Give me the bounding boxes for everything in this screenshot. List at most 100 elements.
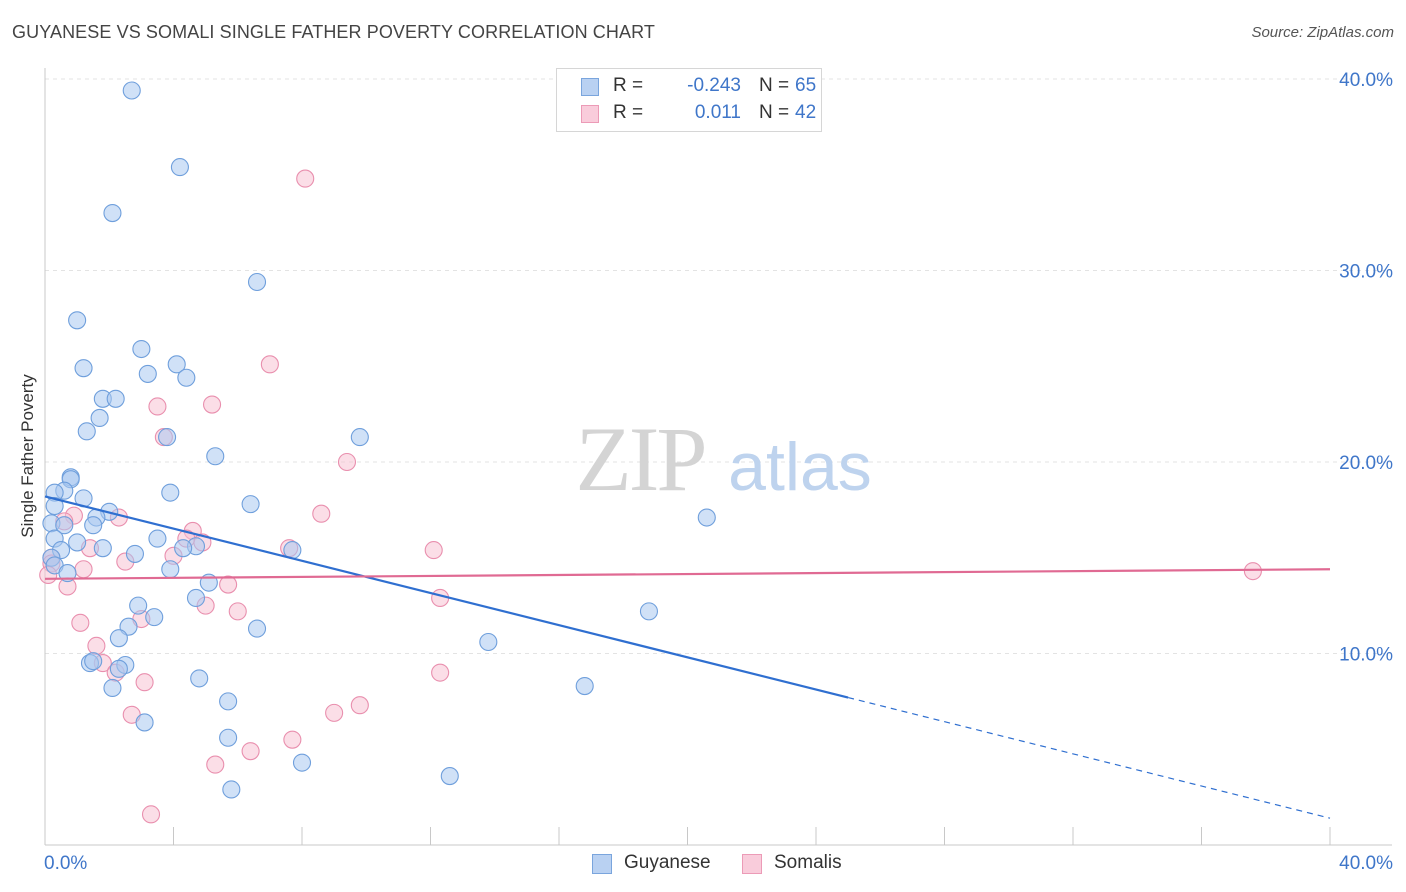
guyanese-point (247, 619, 267, 638)
guyanese-point (219, 728, 238, 747)
guyanese-trend-line (44, 495, 849, 699)
guyanese-point (186, 588, 206, 608)
somali-point (74, 560, 93, 579)
y-tick-label: 20.0% (1339, 453, 1393, 474)
guyanese-point (158, 428, 177, 447)
guyanese-point (222, 780, 241, 799)
legend-label: Somalis (774, 852, 842, 873)
guyanese-point (68, 533, 87, 552)
guyanese-point (103, 678, 122, 698)
guyanese-point (206, 447, 225, 466)
guyanese-point (103, 204, 122, 223)
guyanese-swatch (592, 854, 612, 874)
somali-point (312, 504, 331, 523)
guyanese-point (135, 713, 154, 732)
guyanese-point (132, 339, 151, 359)
guyanese-point (45, 496, 64, 516)
chart-title: GUYANESE VS SOMALI SINGLE FATHER POVERTY… (12, 22, 655, 42)
x-tick-label-max: 40.0% (1339, 853, 1393, 874)
n-label: N = (759, 102, 790, 123)
guyanese-point (177, 368, 196, 387)
r-label: R = (613, 102, 644, 123)
somali-point (1243, 562, 1262, 581)
r-value: -0.243 (687, 75, 741, 96)
somali-point (206, 755, 225, 774)
guyanese-point (93, 539, 112, 558)
y-tick-label: 30.0% (1339, 262, 1393, 283)
guyanese-point (219, 692, 238, 711)
guyanese-point (109, 659, 128, 678)
watermark-atlas: atlas (728, 429, 872, 505)
y-tick-label: 40.0% (1339, 70, 1393, 91)
somali-point (219, 575, 238, 594)
guyanese-point (174, 539, 193, 558)
guyanese-point (122, 81, 141, 100)
somali-point (337, 452, 357, 472)
n-value: 42 (795, 102, 817, 123)
guyanese-point (639, 602, 659, 621)
guyanese-point (74, 359, 93, 378)
guyanese-point (106, 389, 125, 408)
r-value: 0.011 (694, 102, 741, 123)
somali-point (241, 742, 260, 761)
somali-point (135, 673, 154, 692)
guyanese-point (167, 355, 186, 374)
guyanese-point (440, 767, 459, 786)
guyanese-point (77, 422, 96, 441)
guyanese-point (129, 596, 148, 615)
somali-swatch (742, 854, 762, 874)
somali-point (71, 613, 90, 632)
guyanese-point (170, 158, 189, 177)
somali-point (283, 730, 302, 749)
somali-trend-line (44, 568, 1331, 580)
somali-point (296, 169, 315, 188)
guyanese-trend-extension (847, 696, 1331, 819)
somali-point (260, 355, 279, 374)
axes (44, 68, 1392, 846)
guyanese-point (109, 629, 128, 648)
r-label: R = (613, 75, 644, 96)
guyanese-point (161, 560, 180, 579)
n-label: N = (759, 75, 790, 96)
guyanese-point (241, 495, 260, 514)
somali-point (87, 636, 106, 655)
guyanese-point (90, 408, 109, 428)
correlation-legend: R = -0.243 N = 65 R = 0.011 N = 42 (556, 68, 822, 132)
guyanese-point (350, 428, 369, 447)
guyanese-point (292, 753, 312, 772)
somali-swatch (581, 105, 599, 123)
watermark-zip: ZIP (576, 408, 705, 510)
somali-point (325, 703, 344, 722)
legend-label: Guyanese (624, 852, 711, 873)
guyanese-point (161, 483, 180, 502)
guyanese-point (68, 311, 87, 330)
guyanese-point (247, 272, 267, 292)
somali-point (148, 397, 167, 416)
somali-point (228, 602, 247, 621)
guyanese-point (697, 508, 716, 527)
tick-labels: 10.0% 20.0% 30.0% 40.0% 0.0% 40.0% (44, 70, 1393, 874)
trend-lines (44, 495, 1331, 819)
somali-point (350, 696, 369, 715)
guyanese-point (190, 669, 209, 688)
guyanese-point (55, 516, 74, 535)
x-tick-label-min: 0.0% (44, 853, 87, 874)
guyanese-point (575, 677, 594, 696)
somali-point (203, 395, 222, 414)
guyanese-swatch (581, 78, 599, 96)
guyanese-point (58, 564, 77, 583)
somali-point (424, 541, 443, 560)
somali-point (141, 805, 161, 824)
guyanese-points (42, 81, 716, 799)
guyanese-point (145, 608, 164, 627)
source-label: Source: ZipAtlas.com (1251, 24, 1394, 41)
guyanese-point (84, 652, 103, 671)
y-tick-label: 10.0% (1339, 645, 1393, 666)
guyanese-point (138, 364, 157, 383)
guyanese-point (148, 529, 167, 548)
somali-point (431, 663, 450, 682)
guyanese-point (84, 516, 103, 535)
gridlines (45, 78, 1392, 654)
guyanese-point (479, 632, 498, 652)
